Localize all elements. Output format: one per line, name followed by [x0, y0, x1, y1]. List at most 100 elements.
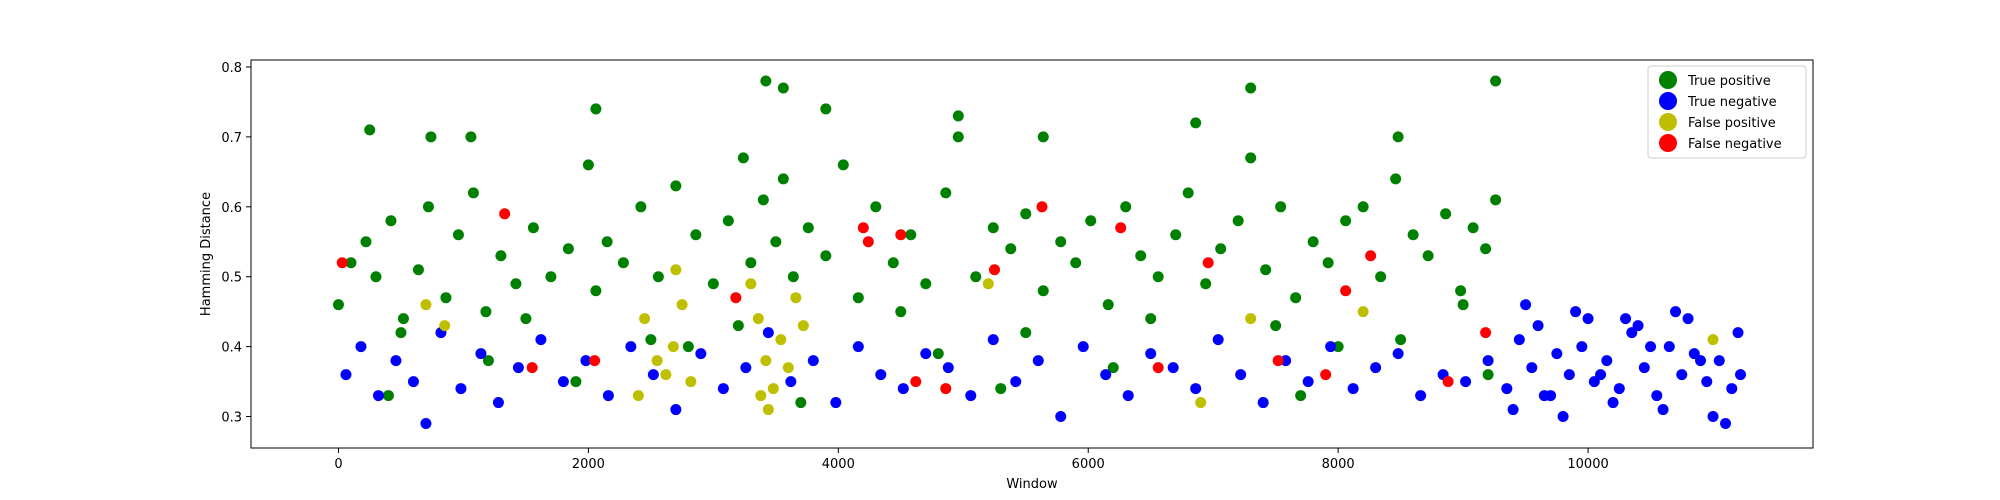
data-point: [852, 292, 864, 304]
data-point: [1320, 369, 1332, 381]
data-point: [717, 383, 729, 395]
data-point: [1085, 215, 1097, 227]
data-point: [582, 159, 594, 171]
data-point: [475, 348, 487, 360]
data-point: [390, 355, 402, 367]
data-point: [332, 299, 344, 311]
data-point: [782, 362, 794, 374]
data-point: [1375, 271, 1387, 283]
data-point: [527, 222, 539, 234]
legend-marker: [1659, 134, 1677, 152]
data-point: [987, 334, 999, 346]
data-point: [670, 264, 682, 276]
data-point: [1620, 313, 1632, 325]
data-point: [639, 313, 651, 325]
data-point: [1490, 75, 1502, 87]
data-point: [970, 271, 982, 283]
data-point: [1190, 117, 1202, 129]
data-point: [965, 390, 977, 402]
data-point: [370, 271, 382, 283]
y-tick-label: 0.5: [221, 271, 242, 286]
data-point: [1557, 411, 1569, 423]
data-point: [422, 201, 434, 213]
data-point: [439, 320, 451, 332]
data-point: [667, 341, 679, 353]
data-point: [480, 306, 492, 318]
data-point: [1010, 376, 1022, 388]
data-point: [1135, 250, 1147, 262]
data-point: [1460, 376, 1472, 388]
data-point: [932, 348, 944, 360]
data-point: [420, 299, 432, 311]
data-point: [987, 222, 999, 234]
data-point: [632, 390, 644, 402]
data-point: [695, 348, 707, 360]
data-point: [737, 152, 749, 164]
data-point: [1020, 327, 1032, 339]
data-point: [499, 208, 511, 220]
data-point: [570, 376, 582, 388]
data-point: [1638, 362, 1650, 374]
data-point: [1467, 222, 1479, 234]
data-point: [690, 229, 702, 241]
data-point: [920, 348, 932, 360]
data-point: [1115, 222, 1127, 234]
legend-marker: [1659, 113, 1677, 131]
data-point: [1357, 306, 1369, 318]
data-point: [1152, 362, 1164, 374]
data-point: [1347, 383, 1359, 395]
data-point: [870, 201, 882, 213]
data-point: [407, 376, 419, 388]
data-point: [820, 103, 832, 115]
data-point: [837, 159, 849, 171]
data-point: [360, 236, 372, 248]
data-point: [1055, 236, 1067, 248]
x-tick-label: 0: [334, 457, 342, 472]
data-point: [635, 201, 647, 213]
data-point: [1235, 369, 1247, 381]
data-point: [589, 355, 601, 367]
data-point: [1645, 341, 1657, 353]
data-point: [1707, 334, 1719, 346]
data-point: [1270, 320, 1282, 332]
data-point: [1032, 355, 1044, 367]
legend-frame: [1647, 65, 1807, 159]
data-point: [520, 313, 532, 325]
data-point: [1325, 341, 1337, 353]
data-point: [1526, 362, 1538, 374]
data-point: [1501, 383, 1513, 395]
data-point: [1480, 327, 1492, 339]
series-3: [336, 201, 1492, 395]
data-point: [465, 131, 477, 143]
data-point: [895, 306, 907, 318]
data-point: [1601, 355, 1613, 367]
data-point: [1020, 208, 1032, 220]
data-point: [651, 355, 663, 367]
data-point: [905, 229, 917, 241]
data-point: [545, 271, 557, 283]
data-point: [1582, 313, 1594, 325]
data-point: [1145, 348, 1157, 360]
data-point: [420, 418, 432, 430]
data-point: [372, 390, 384, 402]
data-point: [1365, 250, 1377, 262]
data-point: [336, 257, 348, 269]
data-point: [645, 334, 657, 346]
data-point: [1302, 376, 1314, 388]
data-point: [1607, 397, 1619, 409]
data-point: [952, 110, 964, 122]
data-point: [1513, 334, 1525, 346]
data-point: [1490, 194, 1502, 206]
data-point: [395, 327, 407, 339]
data-point: [760, 355, 772, 367]
data-point: [1720, 418, 1732, 430]
data-point: [1370, 362, 1382, 374]
data-point: [1037, 285, 1049, 297]
y-tick-label: 0.3: [221, 411, 242, 426]
data-point: [762, 404, 774, 416]
data-point: [875, 369, 887, 381]
y-axis: 0.3 0.4 0.5 0.6 0.7 0.8: [221, 61, 251, 426]
data-point: [1595, 369, 1607, 381]
data-point: [830, 397, 842, 409]
data-point: [1651, 390, 1663, 402]
